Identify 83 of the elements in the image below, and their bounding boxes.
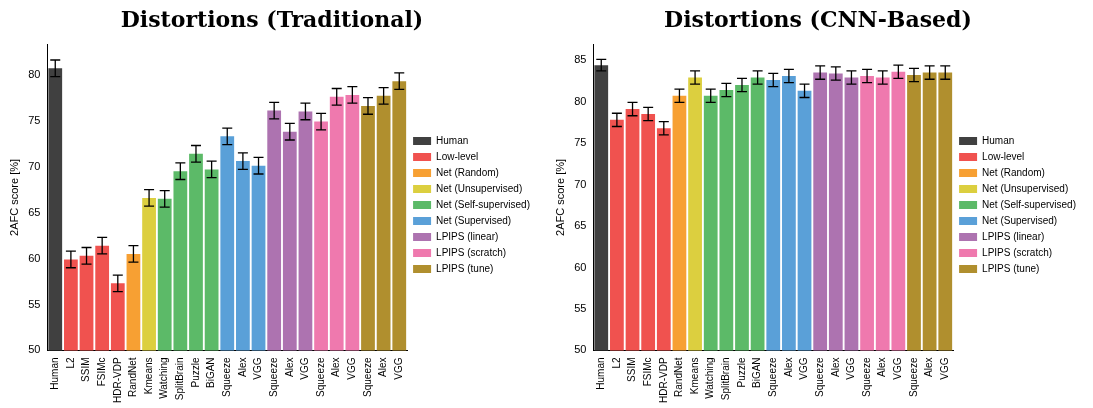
y-tick-label: 75 <box>28 113 41 126</box>
legend-label: Net (Supervised) <box>436 214 512 226</box>
chart-title: Distortions (CNN-Based) <box>664 5 972 32</box>
x-tick-label: Human <box>49 357 60 390</box>
legend-label: Net (Random) <box>436 166 499 178</box>
y-tick-label: 60 <box>574 260 587 273</box>
x-tick-label: Puzzle <box>189 357 201 388</box>
y-tick-label: 60 <box>28 251 41 264</box>
y-tick-label: 80 <box>28 67 41 80</box>
y-tick-label: 65 <box>574 219 587 232</box>
x-tick-label: Human <box>595 357 606 390</box>
x-tick-label: Alex <box>829 357 841 377</box>
y-tick-label: 70 <box>574 177 587 190</box>
x-tick-label: VGG <box>892 357 904 380</box>
x-tick-label: VGG <box>393 357 405 380</box>
x-tick-label: HDR-VDP <box>657 357 669 404</box>
x-tick-label: L2 <box>64 357 76 369</box>
x-tick-label: Squeeze <box>767 357 779 397</box>
x-tick-label: Squeeze <box>907 357 919 397</box>
x-tick-label: RandNet <box>673 357 685 397</box>
x-tick-label: Kmeans <box>142 357 154 395</box>
legend-label: LPIPS (linear) <box>436 230 499 242</box>
x-tick-label: SSIM <box>80 357 92 382</box>
x-tick-label: SSIM <box>626 357 638 382</box>
x-tick-label: VGG <box>798 357 810 380</box>
legend-label: LPIPS (scratch) <box>982 246 1053 258</box>
legend-label: Human <box>982 134 1015 146</box>
x-tick-label: Alex <box>876 357 888 377</box>
y-tick-label: 55 <box>574 302 587 315</box>
x-tick-label: VGG <box>299 357 311 380</box>
x-tick-label: Squeeze <box>314 357 326 397</box>
x-tick-label: Watching <box>704 357 716 399</box>
legend-label: Net (Unsupervised) <box>436 182 523 194</box>
x-tick-label: Squeeze <box>361 357 373 397</box>
x-tick-label: VGG <box>252 357 264 380</box>
x-tick-label: Alex <box>283 357 295 377</box>
legend-label: Net (Self-supervised) <box>982 198 1076 210</box>
legend-label: Net (Random) <box>982 166 1045 178</box>
y-axis-title: 2AFC score [%] <box>7 158 20 236</box>
x-tick-label: Alex <box>330 357 342 377</box>
x-tick-label: Alex <box>923 357 935 377</box>
y-tick-label: 50 <box>28 343 41 356</box>
x-tick-label: BiGAN <box>205 357 217 389</box>
legend-label: Low-level <box>436 150 479 162</box>
legend-label: LPIPS (scratch) <box>436 246 507 258</box>
x-tick-label: HDR-VDP <box>111 357 123 404</box>
legend-label: Net (Supervised) <box>982 214 1058 226</box>
y-tick-label: 75 <box>574 136 587 149</box>
x-tick-label: Alex <box>236 357 248 377</box>
x-tick-label: SplitBrain <box>174 357 186 401</box>
legend-label: Human <box>436 134 469 146</box>
x-tick-label: VGG <box>845 357 857 380</box>
x-tick-label: Squeeze <box>267 357 279 397</box>
chart-title: Distortions (Traditional) <box>120 5 424 32</box>
legend-label: LPIPS (tune) <box>436 262 494 274</box>
x-tick-label: Squeeze <box>221 357 233 397</box>
legend-label: Net (Self-supervised) <box>436 198 530 210</box>
x-tick-label: VGG <box>939 357 951 380</box>
x-tick-label: FSIMc <box>95 357 107 387</box>
x-tick-label: VGG <box>346 357 358 380</box>
x-tick-label: Squeeze <box>813 357 825 397</box>
y-tick-label: 80 <box>574 94 587 107</box>
x-tick-label: Kmeans <box>688 357 700 395</box>
x-tick-label: Puzzle <box>735 357 747 388</box>
x-tick-label: Squeeze <box>860 357 872 397</box>
legend-label: LPIPS (tune) <box>982 262 1040 274</box>
x-tick-label: Watching <box>158 357 170 399</box>
legend-label: LPIPS (linear) <box>982 230 1045 242</box>
y-tick-label: 85 <box>574 53 587 66</box>
legend-label: Low-level <box>982 150 1025 162</box>
x-tick-label: Alex <box>782 357 794 377</box>
x-tick-label: BiGAN <box>751 357 763 389</box>
y-tick-label: 65 <box>28 205 41 218</box>
y-tick-label: 70 <box>28 159 41 172</box>
x-tick-label: L2 <box>610 357 622 369</box>
y-axis-title: 2AFC score [%] <box>553 158 566 236</box>
y-tick-label: 55 <box>28 297 41 310</box>
x-tick-label: Alex <box>377 357 389 377</box>
y-tick-label: 50 <box>574 343 587 356</box>
x-tick-label: FSIMc <box>641 357 653 387</box>
legend-label: Net (Unsupervised) <box>982 182 1069 194</box>
x-tick-label: SplitBrain <box>720 357 732 401</box>
x-tick-label: RandNet <box>127 357 139 397</box>
